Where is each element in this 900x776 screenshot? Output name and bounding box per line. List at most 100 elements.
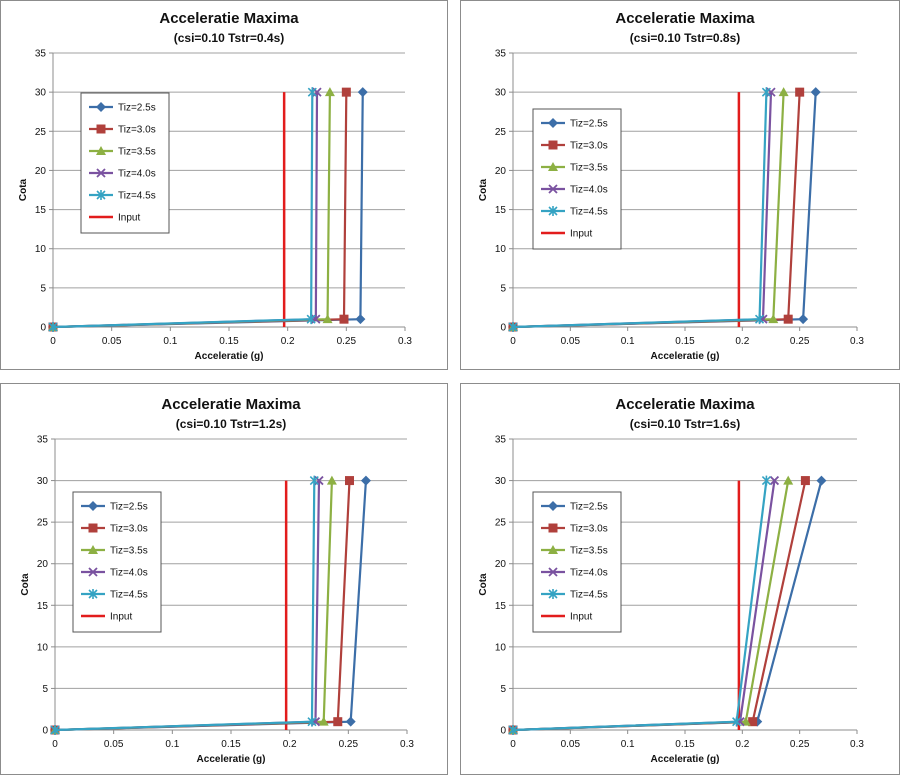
legend: Tiz=2.5s Tiz=3.0s Tiz=3.5s Tiz=4.0s Tiz=4.5s… bbox=[80, 92, 170, 234]
y-tick-label: 0 bbox=[42, 726, 48, 737]
x-axis-label: Acceleratie (g) bbox=[195, 351, 264, 362]
legend-label: Tiz=4.0s bbox=[110, 568, 148, 579]
legend-marker bbox=[548, 140, 558, 150]
data-point bbox=[761, 475, 771, 486]
legend-label: Tiz=4.0s bbox=[570, 185, 608, 196]
legend-marker bbox=[548, 184, 558, 194]
series-tiz-4-5s bbox=[48, 87, 317, 332]
x-tick-label: 0 bbox=[510, 739, 516, 750]
data-point bbox=[318, 716, 329, 726]
y-axis-label: Cota bbox=[478, 178, 489, 201]
legend-label: Tiz=3.5s bbox=[570, 546, 608, 557]
legend-marker bbox=[548, 589, 558, 599]
legend-marker bbox=[88, 501, 98, 511]
legend-label: Tiz=4.5s bbox=[570, 590, 608, 601]
y-tick-label: 5 bbox=[40, 283, 46, 294]
legend-label: Tiz=4.5s bbox=[110, 590, 148, 601]
chart-title: Acceleratie Maxima bbox=[159, 10, 299, 27]
x-tick-label: 0.05 bbox=[104, 739, 124, 750]
legend-label: Tiz=3.5s bbox=[110, 546, 148, 557]
data-point bbox=[355, 314, 366, 325]
legend-label: Tiz=3.0s bbox=[110, 524, 148, 535]
data-point bbox=[322, 314, 333, 324]
x-tick-label: 0.15 bbox=[219, 336, 239, 347]
x-tick-label: 0.05 bbox=[561, 739, 581, 750]
y-tick-label: 5 bbox=[500, 684, 506, 695]
legend-label: Tiz=4.5s bbox=[118, 191, 156, 202]
data-point bbox=[778, 87, 789, 97]
chart-panel-tstr-0-8: Acceleratie Maxima (csi=0.10 Tstr=0.8s) 0 5… bbox=[460, 0, 900, 370]
data-point bbox=[306, 314, 316, 325]
y-tick-label: 25 bbox=[35, 127, 47, 138]
legend-label: Tiz=2.5s bbox=[118, 103, 156, 114]
x-tick-label: 0.05 bbox=[561, 336, 581, 347]
data-point bbox=[48, 322, 58, 332]
y-tick-label: 5 bbox=[500, 283, 506, 294]
y-tick-label: 35 bbox=[495, 435, 507, 446]
legend-marker bbox=[96, 102, 106, 112]
chart-svg: Acceleratie Maxima (csi=0.10 Tstr=0.8s) 0 5… bbox=[478, 10, 864, 362]
legend-marker bbox=[548, 523, 558, 533]
legend-marker bbox=[88, 567, 98, 577]
x-tick-label: 0.25 bbox=[337, 336, 357, 347]
legend-label: Tiz=3.0s bbox=[118, 125, 156, 136]
data-point bbox=[360, 475, 371, 486]
legend-box bbox=[80, 92, 170, 234]
y-tick-label: 10 bbox=[35, 244, 47, 255]
y-tick-label: 0 bbox=[500, 726, 506, 737]
legend-label: Tiz=3.5s bbox=[570, 163, 608, 174]
series-tiz-4-5s bbox=[508, 475, 771, 735]
y-tick-label: 25 bbox=[495, 518, 507, 529]
data-point bbox=[761, 87, 771, 98]
x-tick-label: 0.3 bbox=[400, 739, 414, 750]
y-tick-label: 0 bbox=[500, 323, 506, 334]
legend-marker bbox=[96, 146, 106, 155]
y-tick-label: 15 bbox=[495, 205, 507, 216]
x-tick-label: 0 bbox=[50, 336, 56, 347]
x-tick-label: 0 bbox=[52, 739, 58, 750]
legend-label: Tiz=4.5s bbox=[570, 207, 608, 218]
legend-box bbox=[532, 108, 622, 250]
data-point bbox=[341, 87, 351, 97]
legend-label: Tiz=2.5s bbox=[110, 502, 148, 513]
legend-marker bbox=[548, 501, 558, 511]
chart-panel-tstr-1-6: Acceleratie Maxima (csi=0.10 Tstr=1.6s) 0 5… bbox=[460, 383, 900, 775]
chart-title: Acceleratie Maxima bbox=[161, 396, 301, 413]
data-point bbox=[508, 322, 518, 332]
data-point bbox=[326, 475, 337, 485]
legend-marker bbox=[96, 168, 106, 178]
legend-label: Tiz=3.0s bbox=[570, 141, 608, 152]
y-axis-label: Cota bbox=[18, 178, 29, 201]
x-tick-label: 0.3 bbox=[398, 336, 412, 347]
data-point bbox=[333, 717, 343, 727]
data-point bbox=[508, 725, 518, 735]
data-point bbox=[345, 716, 356, 727]
legend-marker bbox=[88, 523, 98, 533]
y-tick-label: 20 bbox=[37, 559, 49, 570]
data-point bbox=[769, 475, 780, 486]
data-point bbox=[798, 314, 809, 325]
legend-label: Input bbox=[570, 229, 592, 240]
y-tick-label: 5 bbox=[42, 684, 48, 695]
data-point bbox=[307, 87, 317, 98]
legend-label: Tiz=2.5s bbox=[570, 502, 608, 513]
x-tick-label: 0.05 bbox=[102, 336, 122, 347]
chart-panel-tstr-0-4: Acceleratie Maxima (csi=0.10 Tstr=0.4s) 0 5… bbox=[0, 0, 448, 370]
y-tick-label: 30 bbox=[37, 476, 49, 487]
legend-marker bbox=[88, 545, 98, 554]
chart-title: Acceleratie Maxima bbox=[615, 10, 755, 27]
x-axis-label: Acceleratie (g) bbox=[651, 754, 720, 765]
x-tick-label: 0.25 bbox=[790, 739, 810, 750]
data-point bbox=[754, 314, 765, 325]
x-tick-label: 0.15 bbox=[675, 336, 695, 347]
x-tick-label: 0.25 bbox=[339, 739, 359, 750]
legend-label: Tiz=2.5s bbox=[570, 119, 608, 130]
y-tick-label: 15 bbox=[495, 601, 507, 612]
legend-marker bbox=[548, 545, 558, 554]
y-tick-label: 35 bbox=[37, 435, 49, 446]
legend-label: Tiz=4.0s bbox=[570, 568, 608, 579]
data-point bbox=[795, 87, 805, 97]
data-point bbox=[732, 716, 742, 727]
x-tick-label: 0.1 bbox=[165, 739, 179, 750]
legend-label: Input bbox=[570, 612, 592, 623]
